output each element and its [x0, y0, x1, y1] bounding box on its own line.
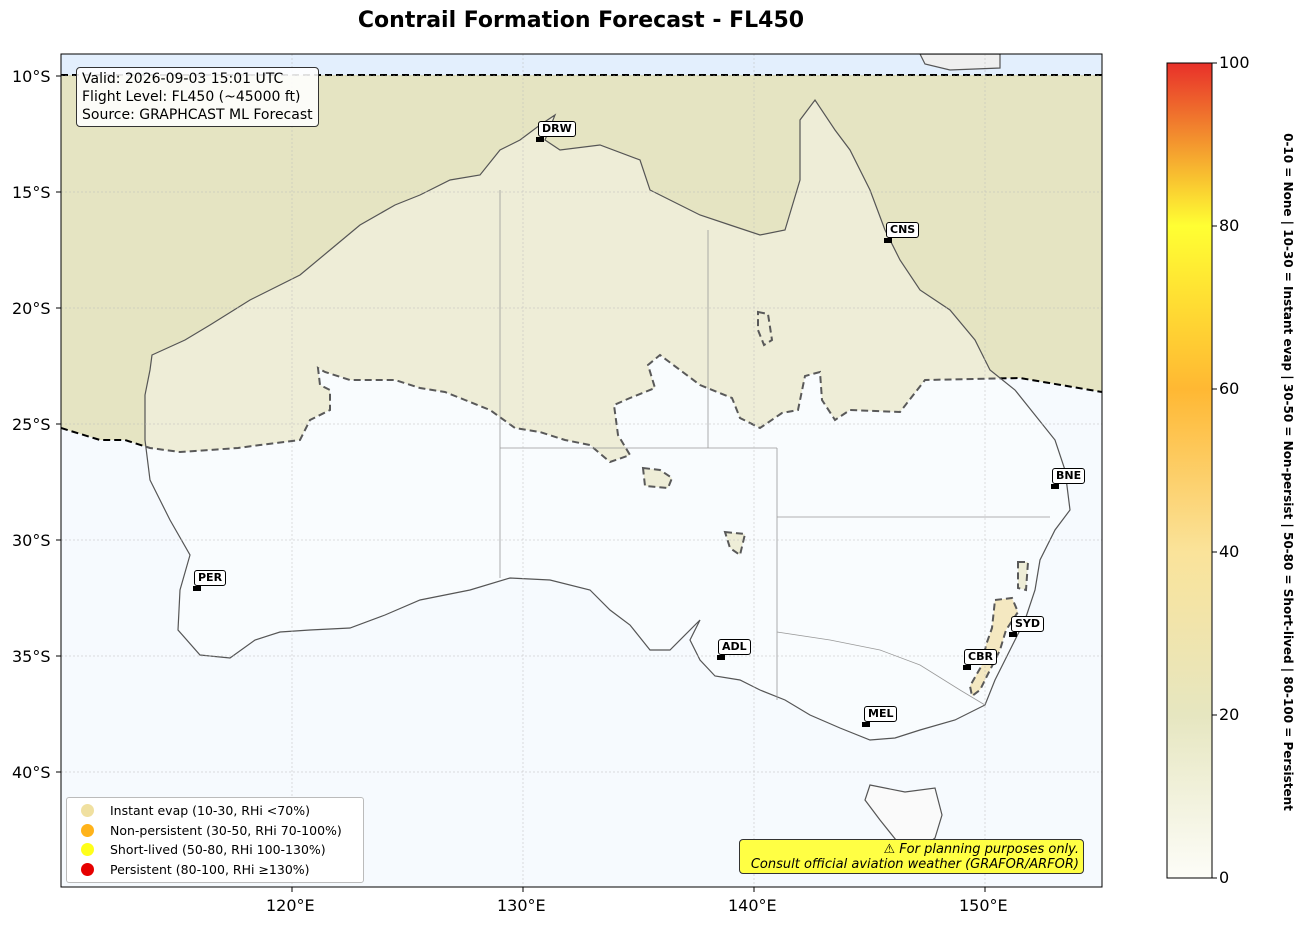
legend-item: Persistent (80-100, RHi ≥130%) — [81, 859, 310, 879]
airport-marker — [884, 238, 892, 243]
colorbar-tick-label: 60 — [1219, 379, 1240, 398]
colorbar-tick-label: 40 — [1219, 542, 1240, 561]
legend-dot — [81, 862, 94, 876]
map-frame — [60, 53, 1103, 888]
legend-label: Instant evap (10-30, RHi <70%) — [110, 802, 310, 818]
city-label-syd: SYD — [1011, 616, 1045, 632]
legend-dot — [81, 823, 94, 837]
legend-dot — [81, 842, 94, 856]
lon-label: 120°E — [266, 896, 315, 915]
city-label-cns: CNS — [886, 222, 920, 238]
legend-label: Non-persistent (30-50, RHi 70-100%) — [110, 822, 342, 838]
colorbar — [1166, 62, 1213, 879]
data-source: Source: GRAPHCAST ML Forecast — [82, 107, 313, 123]
legend-label: Persistent (80-100, RHi ≥130%) — [110, 861, 310, 877]
lon-label: 150°E — [959, 896, 1008, 915]
warning-line-2: Consult official aviation weather (GRAFO… — [750, 857, 1079, 872]
airport-marker — [963, 665, 971, 670]
airport-marker — [862, 722, 870, 727]
png-outline — [919, 54, 1001, 71]
city-label-adl: ADL — [718, 639, 751, 655]
lat-label: 40°S — [12, 763, 51, 782]
forecast-info-box: Valid: 2026-09-03 15:01 UTC Flight Level… — [76, 67, 319, 127]
city-label-bne: BNE — [1052, 468, 1086, 484]
city-label-per: PER — [194, 570, 227, 586]
flight-level: Flight Level: FL450 (~45000 ft) — [82, 89, 301, 105]
instant-evap-zone — [61, 75, 1102, 462]
lat-label: 15°S — [12, 183, 51, 202]
airport-marker — [717, 655, 725, 660]
legend-label: Short-lived (50-80, RHi 100-130%) — [110, 841, 326, 857]
legend-item: Non-persistent (30-50, RHi 70-100%) — [81, 820, 342, 840]
lon-label: 130°E — [497, 896, 546, 915]
instant-evap-patch — [1017, 561, 1030, 592]
contour-line — [61, 353, 1102, 464]
lat-label: 20°S — [12, 299, 51, 318]
airport-marker — [536, 137, 544, 142]
chart-title: Contrail Formation Forecast - FL450 — [357, 8, 805, 33]
legend: Instant evap (10-30, RHi <70%) Non-persi… — [66, 797, 364, 883]
graticule — [61, 54, 1102, 887]
northern-sea-band — [61, 54, 1102, 75]
state-borders — [499, 190, 1050, 706]
colorbar-ticks — [1212, 62, 1217, 879]
axis-ticks — [56, 75, 986, 892]
legend-item: Short-lived (50-80, RHi 100-130%) — [81, 839, 326, 859]
legend-dot — [81, 803, 94, 817]
lat-label: 30°S — [12, 531, 51, 550]
lat-label: 25°S — [12, 415, 51, 434]
instant-evap-patch — [968, 596, 1020, 698]
airport-marker — [1009, 632, 1017, 637]
colorbar-tick-label: 80 — [1219, 216, 1240, 235]
colorbar-category-label: 0-10 = None | 10-30 = Instant evap | 30-… — [1281, 72, 1295, 872]
colorbar-tick-label: 0 — [1219, 868, 1230, 887]
legend-item: Instant evap (10-30, RHi <70%) — [81, 800, 310, 820]
instant-evap-patch — [723, 530, 747, 557]
planning-warning: ⚠ For planning purposes only. Consult of… — [739, 839, 1084, 874]
lon-label: 140°E — [728, 896, 777, 915]
city-label-drw: DRW — [538, 121, 576, 137]
instant-evap-patch — [641, 466, 674, 490]
colorbar-tick-label: 100 — [1219, 53, 1250, 72]
lat-label: 10°S — [12, 67, 51, 86]
valid-time: Valid: 2026-09-03 15:01 UTC — [82, 71, 284, 87]
lat-label: 35°S — [12, 647, 51, 666]
city-label-mel: MEL — [864, 706, 898, 722]
colorbar-tick-label: 20 — [1219, 705, 1240, 724]
warning-line-1: ⚠ For planning purposes only. — [883, 842, 1080, 857]
airport-marker — [1051, 484, 1059, 489]
airport-marker — [193, 586, 201, 591]
colorbar-category-text: 0-10 = None | 10-30 = Instant evap | 30-… — [1281, 133, 1295, 811]
city-label-cbr: CBR — [964, 649, 997, 665]
instant-evap-patch — [757, 310, 774, 347]
